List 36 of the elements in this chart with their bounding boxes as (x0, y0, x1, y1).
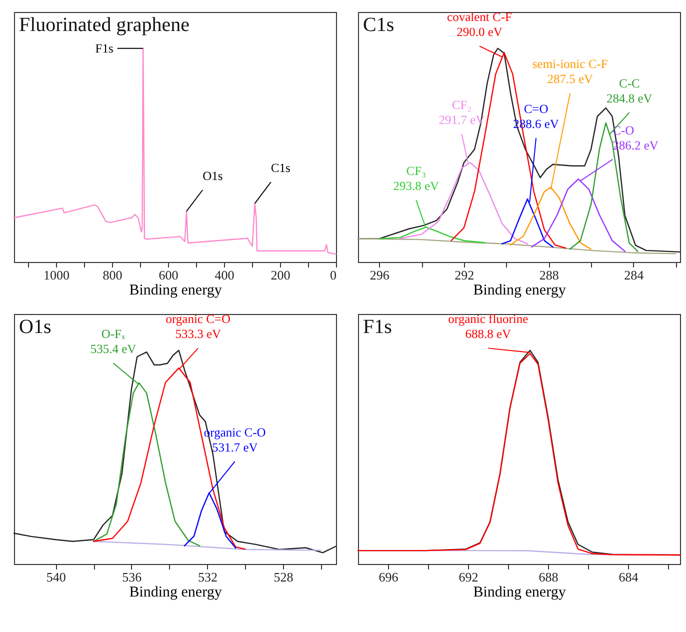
x-tick-label: 800 (102, 268, 122, 282)
x-tick-label: 696 (378, 570, 399, 584)
chart-title: Fluorinated graphene (19, 14, 190, 36)
x-tick-label: 692 (458, 570, 478, 584)
x-tick-label: 684 (618, 570, 639, 584)
x-tick-label: 0 (330, 268, 336, 282)
x-tick-label: 400 (214, 268, 234, 282)
annotation: covalent C-F 290.0 eV (447, 10, 512, 40)
annotation: organic fluorine 688.8 eV (448, 312, 529, 342)
x-axis-title: Binding energy (473, 282, 566, 298)
annotation: C1s (270, 161, 290, 176)
chart-title: C1s (363, 14, 394, 36)
annotation: O1s (202, 168, 223, 183)
x-tick-label: 532 (198, 570, 218, 584)
x-tick-label: 296 (370, 268, 390, 282)
annotation: CF₃ 293.8 eV (393, 164, 440, 194)
x-tick-label: 200 (270, 268, 290, 282)
annotation: C-C 284.8 eV (606, 76, 652, 106)
x-tick-label: 288 (539, 268, 559, 282)
annotation: semi-ionic C-F 287.5 eV (532, 57, 608, 86)
x-tick-label: 540 (46, 570, 66, 584)
x-tick-label: 688 (538, 570, 558, 584)
annotation: organic C=O 533.3 eV (166, 312, 231, 342)
x-tick-label: 536 (122, 570, 142, 584)
annotation: O-Fₓ 535.4 eV (90, 327, 136, 356)
chart-title: F1s (363, 316, 392, 338)
x-tick-label: 600 (158, 268, 178, 282)
x-tick-label: 292 (454, 268, 474, 282)
x-tick-label: 1000 (44, 268, 70, 282)
x-axis-title: Binding energy (473, 584, 566, 600)
annotation: F1s (95, 41, 114, 56)
x-tick-label: 528 (274, 570, 294, 584)
x-axis-title: Binding energy (129, 584, 222, 600)
chart-title: O1s (19, 316, 52, 338)
x-axis-title: Binding energy (129, 282, 222, 298)
x-tick-label: 284 (624, 268, 644, 282)
